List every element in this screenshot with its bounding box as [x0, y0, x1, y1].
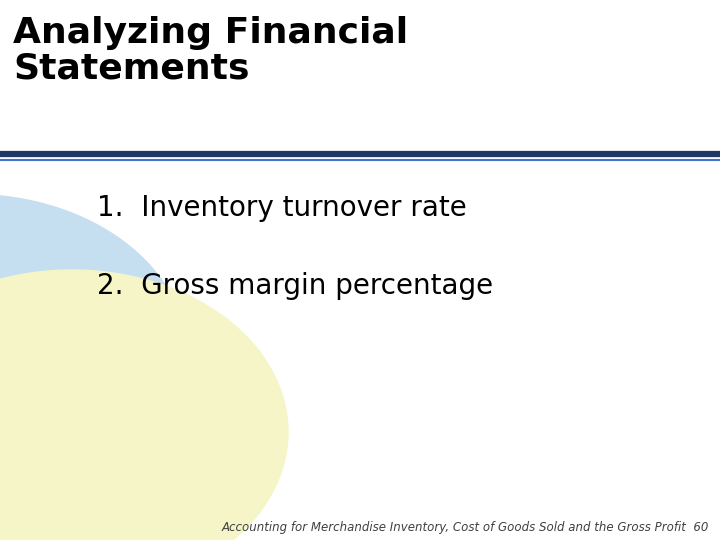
Circle shape [0, 194, 187, 518]
Text: Accounting for Merchandise Inventory, Cost of Goods Sold and the Gross Profit  6: Accounting for Merchandise Inventory, Co… [222, 521, 709, 534]
FancyBboxPatch shape [0, 0, 720, 154]
Text: Analyzing Financial
Statements: Analyzing Financial Statements [13, 16, 408, 85]
Text: 1.  Inventory turnover rate: 1. Inventory turnover rate [97, 194, 467, 222]
Circle shape [0, 270, 288, 540]
Text: 2.  Gross margin percentage: 2. Gross margin percentage [97, 272, 493, 300]
